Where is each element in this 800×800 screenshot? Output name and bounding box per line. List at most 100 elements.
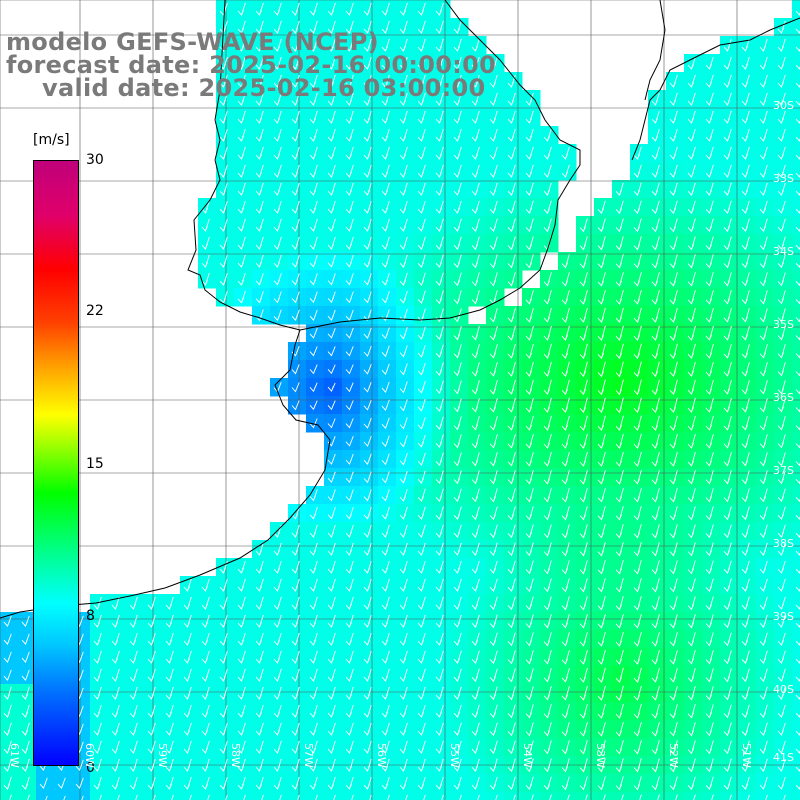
wind-arrow (597, 631, 606, 647)
wind-arrow (777, 668, 786, 682)
wind-arrow (723, 290, 732, 305)
wind-arrow (579, 343, 588, 360)
wind-arrow (741, 254, 750, 269)
wind-arrow (399, 524, 408, 538)
wind-arrow (651, 758, 660, 773)
wind-arrow (651, 578, 660, 593)
wind-arrow (93, 686, 102, 700)
wind-arrow (255, 560, 264, 574)
latitude-label: 39S (773, 610, 794, 623)
wind-arrow (201, 614, 210, 628)
wind-arrow (435, 416, 444, 431)
wind-arrow (549, 794, 552, 800)
wind-arrow (201, 272, 210, 286)
wind-arrow (435, 740, 444, 754)
wind-arrow (237, 74, 246, 88)
wind-arrow (651, 289, 660, 305)
wind-arrow (723, 379, 732, 395)
wind-arrow (741, 200, 750, 214)
wind-arrow (381, 182, 390, 196)
wind-arrow (579, 236, 588, 251)
wind-arrow (453, 668, 462, 682)
wind-arrow (489, 488, 498, 503)
colorbar-unit-label: [m/s] (33, 132, 70, 148)
wind-arrow (309, 400, 318, 411)
wind-arrow (327, 110, 336, 124)
wind-arrow (255, 704, 264, 718)
wind-arrow (291, 218, 300, 232)
wind-arrow (381, 542, 390, 556)
wind-arrow (561, 415, 570, 431)
wind-arrow (183, 596, 192, 610)
wind-arrow (741, 758, 750, 773)
wind-arrow (399, 56, 408, 70)
wind-arrow (309, 489, 318, 502)
wind-arrow (147, 668, 156, 682)
wind-arrow (309, 346, 318, 357)
wind-arrow (255, 20, 264, 34)
wind-arrow (381, 740, 390, 754)
wind-arrow (651, 397, 660, 414)
latitude-label: 41S (773, 751, 794, 764)
wind-arrow (309, 2, 318, 16)
wind-arrow (741, 308, 750, 323)
wind-arrow (777, 452, 786, 467)
wind-speed-cell (792, 666, 800, 685)
wind-arrow (237, 291, 246, 304)
wind-arrow (309, 596, 318, 610)
wind-arrow (705, 290, 714, 305)
wind-arrow (669, 379, 678, 396)
wind-arrow (759, 326, 768, 341)
wind-arrow (327, 560, 336, 574)
wind-arrow (489, 182, 498, 196)
wind-arrow (705, 415, 714, 431)
wind-arrow (561, 776, 570, 791)
wind-arrow (651, 488, 660, 503)
wind-arrow (543, 488, 552, 503)
wind-arrow (363, 704, 372, 718)
wind-arrow (525, 596, 534, 611)
wind-arrow (255, 542, 264, 556)
wind-arrow (723, 74, 732, 88)
wind-arrow (21, 651, 30, 663)
wind-arrow (759, 506, 768, 521)
wind-arrow (363, 146, 372, 160)
wind-arrow (381, 128, 390, 142)
wind-arrow (363, 182, 372, 196)
wind-arrow (471, 236, 480, 251)
wind-arrow (741, 668, 750, 683)
wind-arrow (381, 399, 390, 411)
wind-arrow (291, 542, 300, 556)
wind-arrow (363, 74, 372, 88)
wind-arrow (219, 74, 228, 88)
wind-arrow (579, 470, 588, 485)
wind-arrow (291, 236, 300, 250)
wind-arrow (669, 289, 678, 305)
wind-arrow (93, 776, 102, 790)
wind-arrow (507, 218, 516, 233)
wind-arrow (489, 632, 498, 647)
wind-arrow (597, 397, 606, 414)
wind-arrow (471, 470, 480, 485)
wind-arrow (759, 308, 768, 323)
wind-arrow (363, 254, 372, 268)
wind-arrow (669, 236, 678, 251)
wind-arrow (201, 650, 210, 664)
wind-arrow (525, 560, 534, 575)
wind-arrow (525, 236, 534, 251)
wind-arrow (291, 704, 300, 718)
wind-arrow (309, 560, 318, 574)
wind-arrow (165, 776, 174, 790)
wind-arrow (291, 560, 300, 574)
wind-arrow (471, 704, 480, 719)
wind-arrow (579, 776, 588, 791)
wind-arrow (255, 38, 264, 52)
wind-arrow (471, 668, 480, 683)
wind-arrow (351, 794, 354, 800)
wind-arrow (669, 596, 678, 611)
wind-arrow (435, 380, 444, 395)
wind-arrow (309, 110, 318, 124)
wind-arrow (381, 236, 390, 250)
wind-arrow (147, 614, 156, 628)
wind-arrow (309, 704, 318, 718)
